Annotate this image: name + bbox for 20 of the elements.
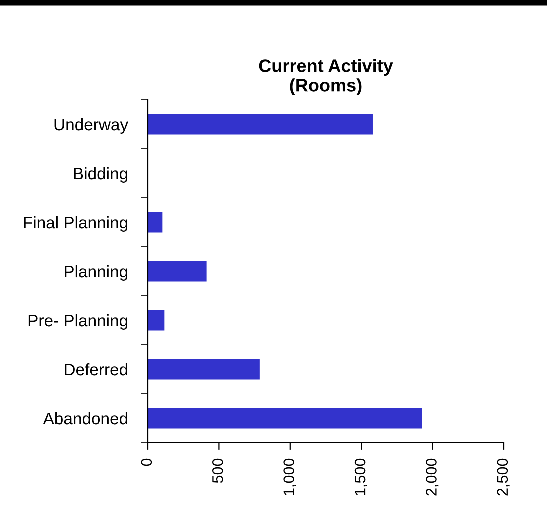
- x-tick-label: 2,500: [497, 458, 510, 496]
- y-tick-label: Abandoned: [43, 412, 128, 425]
- chart-title: Current Activity (Rooms): [259, 59, 394, 96]
- y-tick-label: Final Planning: [24, 216, 128, 232]
- y-tick-label: Planning: [65, 265, 128, 281]
- x-tick-label: 500: [212, 458, 224, 484]
- bar: [148, 359, 260, 380]
- bar: [148, 310, 165, 331]
- y-tick-label: Underway: [54, 118, 129, 134]
- bar: [148, 261, 207, 282]
- x-tick-label: 1,000: [284, 458, 296, 496]
- x-tick-label: 1,500: [354, 458, 368, 496]
- bar: [148, 212, 163, 233]
- bar: [148, 408, 422, 429]
- x-tick-label: 2,000: [426, 458, 439, 496]
- bar: [148, 114, 373, 135]
- y-tick-label: Deferred: [65, 363, 128, 376]
- y-tick-label: Bidding: [74, 167, 128, 183]
- y-tick-label: Pre- Planning: [28, 314, 128, 330]
- x-tick-label: 0: [141, 458, 152, 466]
